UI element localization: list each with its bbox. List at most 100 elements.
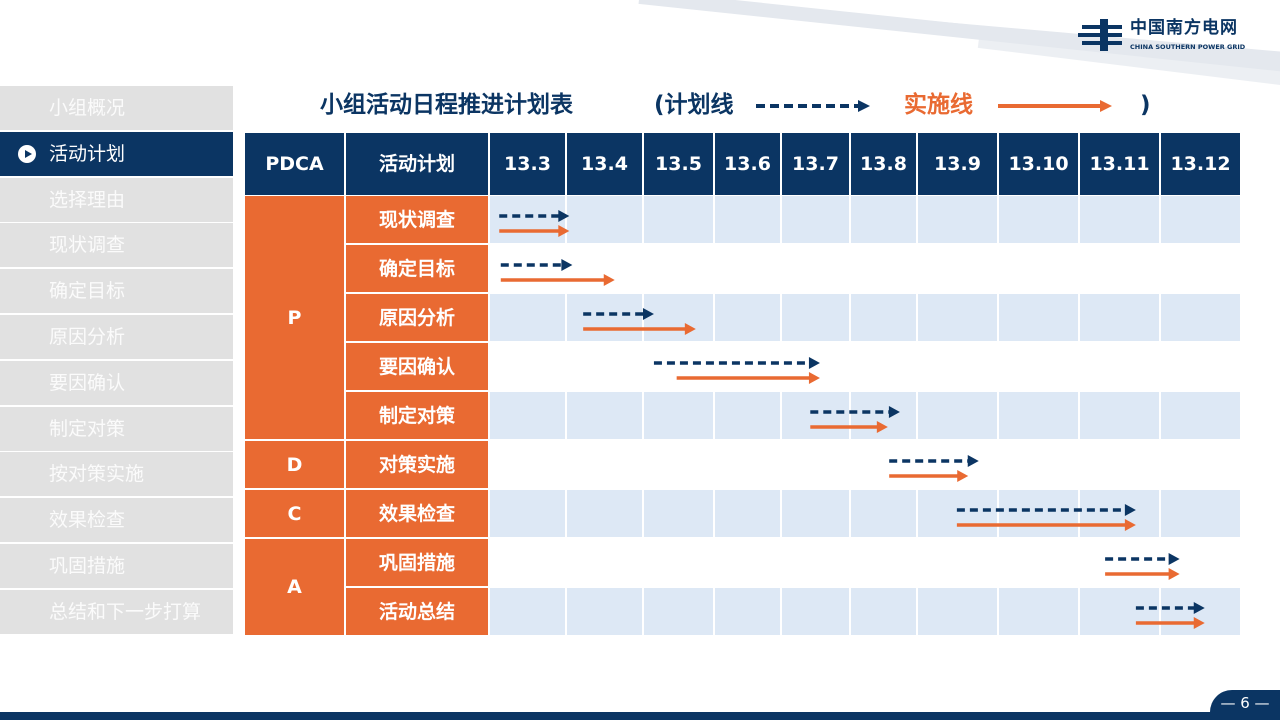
sidebar: 小组概况活动计划选择理由现状调查确定目标原因分析 要因确认制定对策按对策实施效果检… xyxy=(0,86,233,636)
phase-cell: A xyxy=(245,539,346,637)
grid-cell xyxy=(1080,294,1161,343)
grid-cell xyxy=(490,343,567,392)
sidebar-item[interactable]: 确定目标 xyxy=(0,269,233,314)
sidebar-item[interactable]: 原因分析 xyxy=(0,314,233,359)
grid-cell xyxy=(999,343,1080,392)
grid-cell xyxy=(918,196,999,245)
grid-cell xyxy=(1161,588,1242,637)
grid-cell xyxy=(1080,490,1161,539)
sidebar-item-label: 确定目标 xyxy=(49,280,126,303)
grid-cell xyxy=(782,490,851,539)
grid-cell xyxy=(999,490,1080,539)
grid-cell xyxy=(851,196,918,245)
grid-cell xyxy=(567,539,644,588)
plan-arrow xyxy=(583,308,654,320)
phase-cell: D xyxy=(245,441,346,490)
sidebar-item[interactable]: 总结和下一步打算 xyxy=(0,589,233,634)
sidebar-item-label: 活动计划 xyxy=(49,142,126,165)
grid-cell xyxy=(782,196,851,245)
grid-cell xyxy=(490,294,567,343)
grid-cell xyxy=(999,539,1080,588)
grid-cell xyxy=(644,294,715,343)
sidebar-item[interactable]: 效果检查 xyxy=(0,498,233,543)
sidebar-item-label: 效果检查 xyxy=(49,509,126,532)
grid-cell xyxy=(644,196,715,245)
grid-cell xyxy=(567,490,644,539)
actual-arrow xyxy=(1105,568,1180,580)
header-month: 13.11 xyxy=(1080,133,1161,195)
sidebar-item[interactable]: 现状调查 xyxy=(0,223,233,268)
header-month: 13.8 xyxy=(851,133,918,195)
grid-cell xyxy=(999,392,1080,441)
company-logo: 中国南方电网 CHINA SOUTHERN POWER GRID xyxy=(1078,19,1273,53)
task-name: 确定目标 xyxy=(346,245,490,294)
actual-arrow xyxy=(889,470,969,482)
grid-cell xyxy=(644,588,715,637)
grid-cell xyxy=(999,294,1080,343)
grid-cell xyxy=(567,343,644,392)
title-actual-label: 实施线 xyxy=(904,92,973,118)
grid-cell xyxy=(567,441,644,490)
grid-cell xyxy=(490,392,567,441)
plan-line-legend-icon xyxy=(756,100,870,112)
grid-cell xyxy=(918,245,999,294)
plan-arrow xyxy=(889,455,979,467)
grid-cell xyxy=(999,245,1080,294)
sidebar-item-label: 现状调查 xyxy=(49,234,126,257)
sidebar-item-label: 巩固措施 xyxy=(49,554,126,577)
sidebar-item[interactable]: 选择理由 xyxy=(0,177,233,222)
grid-cell xyxy=(851,392,918,441)
actual-line-legend-icon xyxy=(998,100,1112,112)
title-open: (计划线 xyxy=(654,92,734,118)
grid-cell xyxy=(567,196,644,245)
grid-cell xyxy=(782,294,851,343)
grid-cell xyxy=(1080,196,1161,245)
grid-cell xyxy=(567,392,644,441)
grid-cell xyxy=(782,441,851,490)
grid-cell xyxy=(715,490,782,539)
task-name: 对策实施 xyxy=(346,441,490,490)
grid-cell xyxy=(567,588,644,637)
phase-cell: P xyxy=(245,196,346,441)
sidebar-item-label: 制定对策 xyxy=(49,417,126,440)
grid-cell xyxy=(918,441,999,490)
header-month: 13.5 xyxy=(644,133,715,195)
actual-arrow xyxy=(583,323,696,335)
sidebar-item[interactable]: 要因确认 xyxy=(0,360,233,405)
sidebar-item[interactable]: 小组概况 xyxy=(0,86,233,130)
grid-cell xyxy=(567,245,644,294)
grid-cell xyxy=(1161,392,1242,441)
grid-cell xyxy=(1080,392,1161,441)
plan-arrow xyxy=(500,259,573,271)
grid-cell xyxy=(644,343,715,392)
grid-cell xyxy=(1161,539,1242,588)
grid-cell xyxy=(644,539,715,588)
grid-cell xyxy=(715,196,782,245)
plan-arrow xyxy=(956,504,1136,516)
sidebar-item[interactable]: 活动计划 xyxy=(0,131,233,176)
grid-cell xyxy=(999,441,1080,490)
header-month: 13.4 xyxy=(567,133,644,195)
header-month: 13.12 xyxy=(1161,133,1242,195)
task-name: 原因分析 xyxy=(346,294,490,343)
sidebar-item[interactable]: 制定对策 xyxy=(0,406,233,451)
grid-cell xyxy=(490,245,567,294)
grid-cell xyxy=(490,588,567,637)
task-name: 制定对策 xyxy=(346,392,490,441)
grid-cell xyxy=(1080,441,1161,490)
actual-arrow xyxy=(500,274,615,286)
grid-cell xyxy=(782,392,851,441)
grid-cell xyxy=(490,441,567,490)
sidebar-item[interactable]: 按对策实施 xyxy=(0,452,233,497)
sidebar-item[interactable]: 巩固措施 xyxy=(0,543,233,588)
grid-cell xyxy=(644,490,715,539)
sidebar-item-label: 选择理由 xyxy=(49,188,126,211)
sidebar-item-label: 总结和下一步打算 xyxy=(49,600,202,623)
plan-arrow xyxy=(810,406,900,418)
grid-cell xyxy=(715,245,782,294)
grid-cell xyxy=(851,441,918,490)
task-name: 活动总结 xyxy=(346,588,490,637)
header-pdca: PDCA xyxy=(245,133,346,195)
plan-arrow xyxy=(499,210,570,222)
task-name: 巩固措施 xyxy=(346,539,490,588)
